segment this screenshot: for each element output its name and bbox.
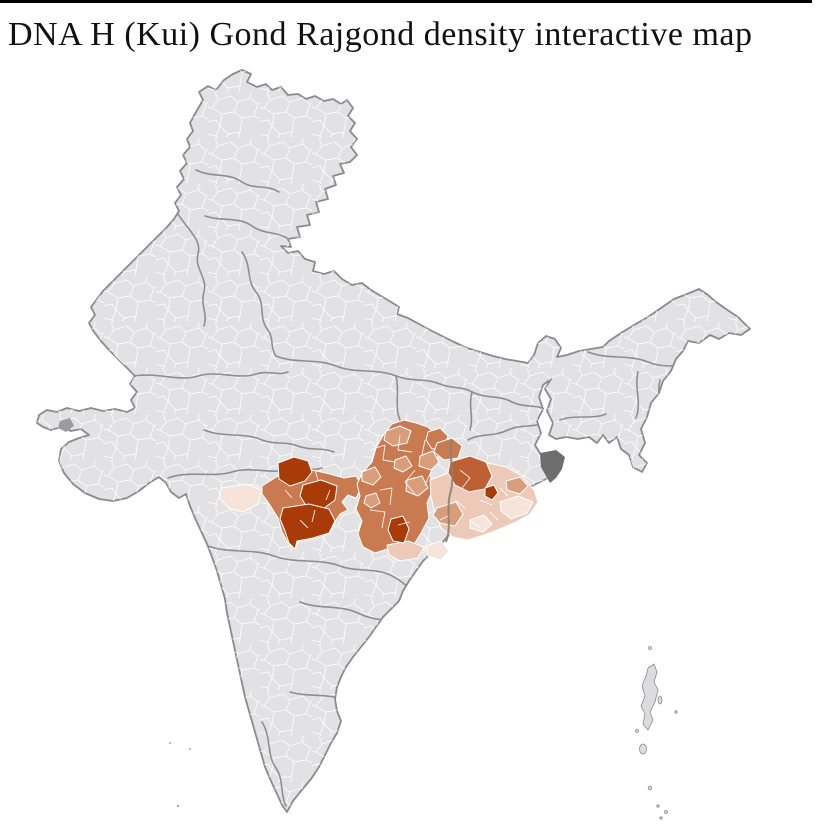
district-shape [484, 484, 499, 501]
kutch-islet [58, 418, 74, 432]
density-districts-highest[interactable] [277, 456, 499, 550]
density-layer[interactable] [219, 419, 539, 562]
district-shape [469, 514, 493, 533]
district-shape [299, 479, 338, 510]
cluster-district-seams [284, 434, 509, 529]
district-shape [387, 515, 410, 544]
district-shape [219, 483, 263, 513]
district-shape [393, 455, 413, 473]
andaman-islands [635, 646, 678, 820]
district-shape [355, 419, 442, 554]
district-shape [363, 492, 381, 509]
district-shape [499, 495, 534, 520]
district-shape [425, 540, 450, 561]
top-rule [0, 0, 812, 3]
district-shape [505, 476, 529, 495]
lakshadweep-islands [169, 742, 191, 808]
state-border-overlay [445, 439, 454, 543]
district-shape [405, 475, 429, 497]
district-shape [279, 503, 336, 550]
district-shape [361, 466, 382, 486]
district-shape [386, 540, 425, 562]
page-title: DNA H (Kui) Gond Rajgond density interac… [8, 16, 753, 53]
density-districts-lowest[interactable] [219, 483, 534, 561]
district-shape [418, 450, 440, 471]
district-shape [383, 425, 412, 447]
delta-region [540, 450, 565, 483]
district-shape [277, 456, 313, 487]
